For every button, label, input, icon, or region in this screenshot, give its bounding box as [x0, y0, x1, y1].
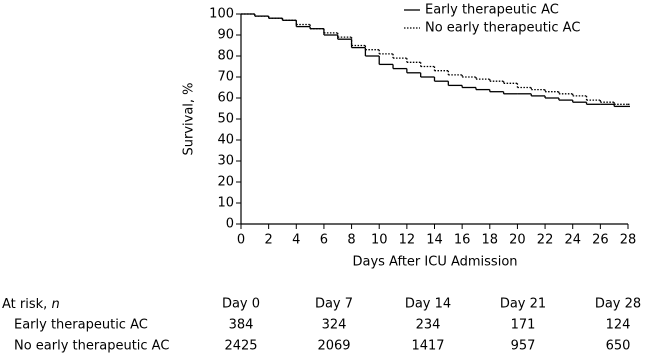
column-header: Day 21: [500, 297, 546, 312]
x-tick-label: 6: [320, 233, 328, 248]
x-tick-label: 24: [564, 233, 581, 248]
x-tick-label: 26: [592, 233, 609, 248]
y-tick-label: 80: [217, 49, 234, 64]
row-label: No early therapeutic AC: [14, 339, 169, 353]
x-tick-label: 22: [537, 233, 554, 248]
x-tick-label: 0: [237, 233, 245, 248]
row-label: Early therapeutic AC: [14, 318, 148, 333]
y-tick-label: 0: [226, 217, 234, 232]
at-risk-count: 384: [229, 318, 254, 333]
x-tick-label: 16: [454, 233, 471, 248]
y-tick-label: 60: [217, 91, 234, 106]
x-axis-label: Days After ICU Admission: [352, 255, 517, 270]
y-axis-label: Survival, %: [182, 82, 197, 155]
x-tick-label: 4: [292, 233, 300, 248]
at-risk-count: 1417: [411, 339, 444, 353]
at-risk-symbol: n: [51, 297, 59, 312]
x-tick-label: 28: [620, 233, 637, 248]
y-tick-label: 100: [209, 7, 234, 22]
at-risk-count: 2425: [224, 339, 257, 353]
at-risk-count: 324: [322, 318, 347, 333]
at-risk-count: 2069: [317, 339, 350, 353]
at-risk-count: 171: [511, 318, 536, 333]
column-header: Day 0: [222, 297, 260, 312]
x-tick-label: 8: [347, 233, 355, 248]
at-risk-count: 124: [606, 318, 631, 333]
y-tick-label: 40: [217, 133, 234, 148]
column-header: Day 28: [595, 297, 641, 312]
y-tick-label: 50: [217, 112, 234, 127]
column-header: Day 14: [405, 297, 451, 312]
x-tick-label: 20: [509, 233, 526, 248]
y-tick-label: 10: [217, 196, 234, 211]
at-risk-text: At risk,: [2, 297, 47, 312]
legend-label: Early therapeutic AC: [425, 3, 559, 18]
y-tick-label: 20: [217, 175, 234, 190]
x-tick-label: 12: [399, 233, 416, 248]
x-tick-label: 2: [265, 233, 273, 248]
at-risk-count: 650: [606, 339, 631, 353]
x-tick-label: 18: [482, 233, 499, 248]
at-risk-count: 957: [511, 339, 536, 353]
y-tick-label: 90: [217, 28, 234, 43]
x-tick-label: 10: [371, 233, 388, 248]
legend-label: No early therapeutic AC: [425, 21, 580, 36]
x-tick-label: 14: [426, 233, 443, 248]
y-tick-label: 30: [217, 154, 234, 169]
at-risk-label: At risk, n: [2, 297, 60, 312]
y-tick-label: 70: [217, 70, 234, 85]
at-risk-count: 234: [416, 318, 441, 333]
column-header: Day 7: [315, 297, 353, 312]
